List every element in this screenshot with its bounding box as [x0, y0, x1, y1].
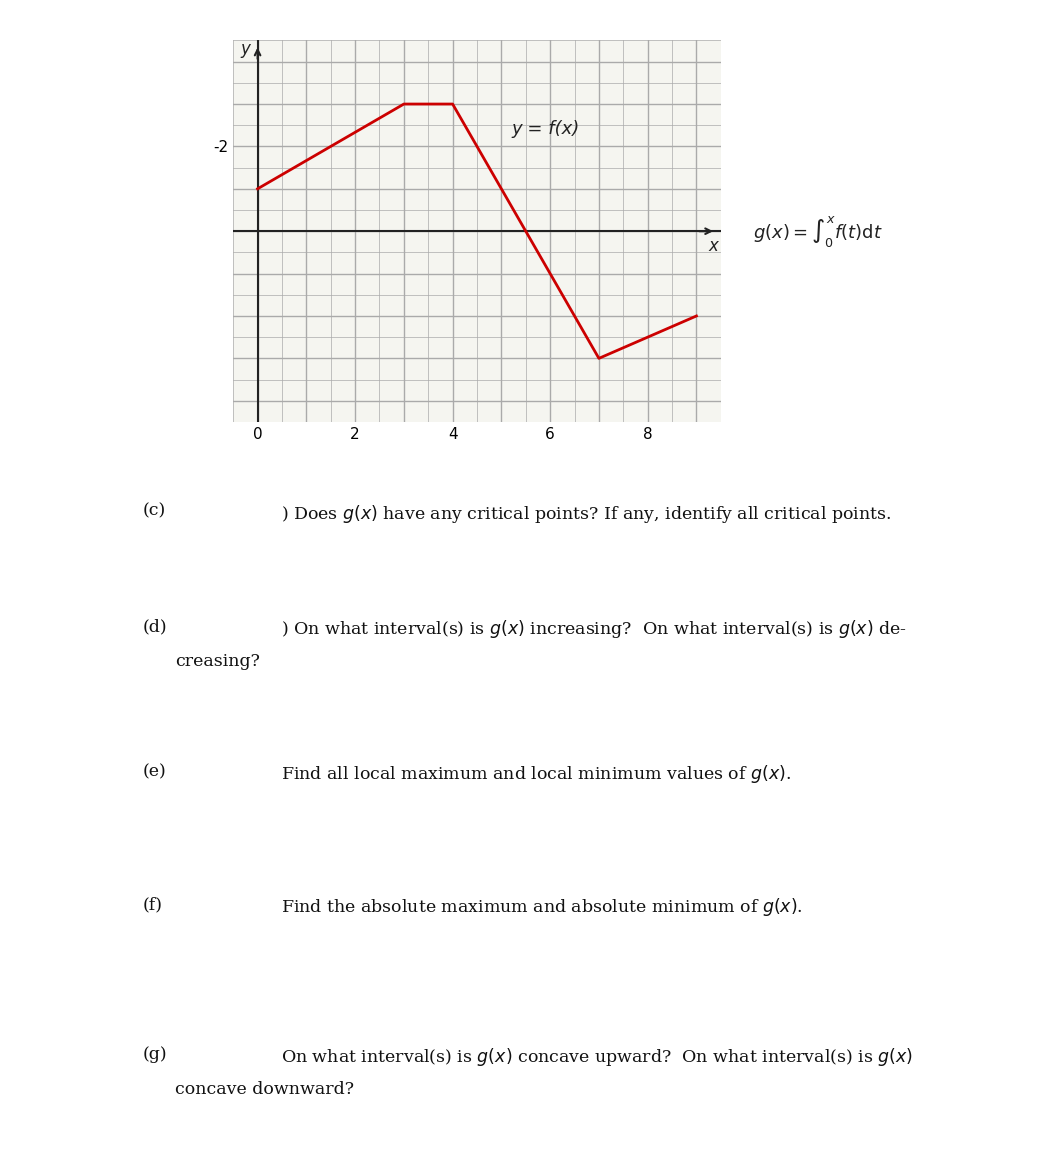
- Text: Find the absolute maximum and absolute minimum of $g(x)$.: Find the absolute maximum and absolute m…: [281, 896, 802, 918]
- Text: Find all local maximum and local minimum values of $g(x)$.: Find all local maximum and local minimum…: [281, 763, 791, 785]
- Text: y: y: [241, 40, 250, 58]
- Text: ) On what interval(s) is $g(x)$ increasing?  On what interval(s) is $g(x)$ de-: ) On what interval(s) is $g(x)$ increasi…: [281, 618, 907, 640]
- Text: x: x: [708, 237, 719, 255]
- Text: creasing?: creasing?: [175, 653, 260, 670]
- Text: $g(x) = \int_0^x f(t)\mathrm{d}t$: $g(x) = \int_0^x f(t)\mathrm{d}t$: [753, 214, 882, 249]
- Text: ) Does $g(x)$ have any critical points? If any, identify all critical points.: ) Does $g(x)$ have any critical points? …: [281, 503, 891, 525]
- Text: On what interval(s) is $g(x)$ concave upward?  On what interval(s) is $g(x)$: On what interval(s) is $g(x)$ concave up…: [281, 1046, 913, 1068]
- Text: (d): (d): [143, 618, 167, 636]
- Text: (c): (c): [143, 503, 166, 520]
- Text: (g): (g): [143, 1046, 167, 1064]
- Text: (f): (f): [143, 896, 163, 913]
- Text: concave downward?: concave downward?: [175, 1081, 354, 1098]
- Text: y = f(x): y = f(x): [511, 120, 580, 139]
- Text: (e): (e): [143, 763, 166, 780]
